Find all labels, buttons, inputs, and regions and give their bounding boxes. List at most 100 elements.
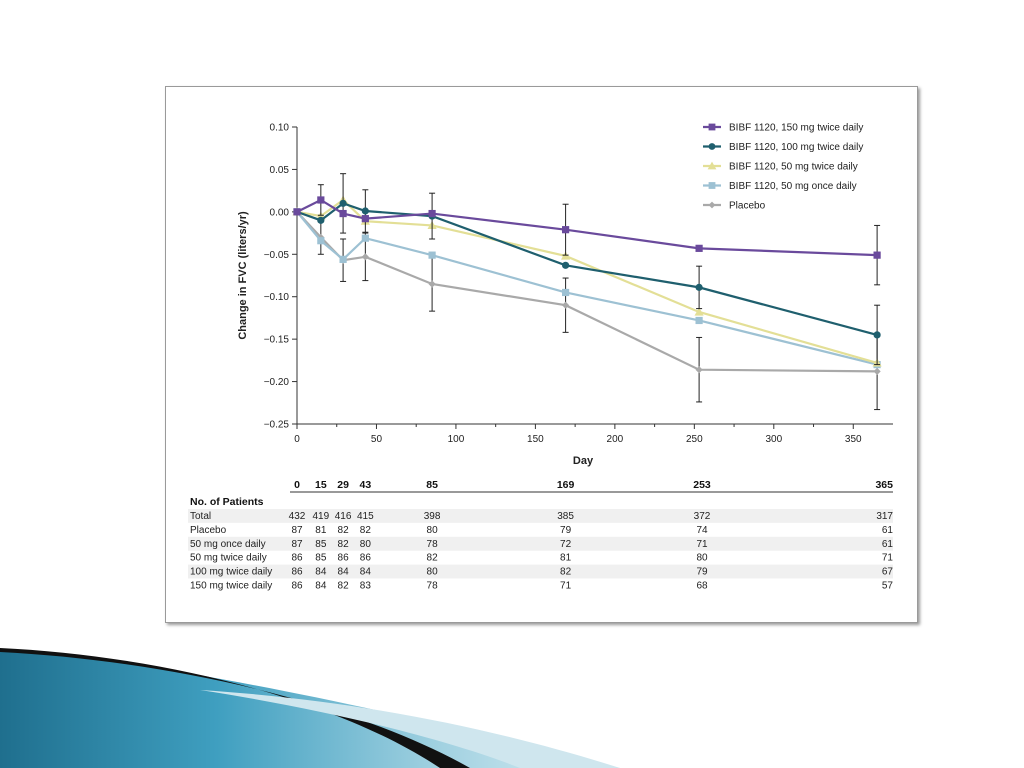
- data-point: [293, 208, 301, 216]
- table-cell: 57: [882, 581, 894, 592]
- fvc-chart: 0.10 0.05 0.00 −0.05 −0.10 −0.15 −0.20 −0.25 0 50…: [188, 123, 893, 592]
- table-row-label: 150 mg twice daily: [190, 581, 272, 592]
- table-row-label: Total: [190, 511, 211, 522]
- data-point: [561, 261, 570, 269]
- table-cell: 86: [291, 553, 303, 564]
- x-tick-label: 0: [294, 434, 300, 445]
- table-cell: 432: [289, 511, 306, 522]
- table-cell: 415: [357, 511, 374, 522]
- data-point: [361, 234, 369, 242]
- table-day-header: 29: [337, 479, 349, 491]
- series-line: [296, 198, 878, 364]
- data-point: [695, 283, 703, 291]
- table-cell: 84: [338, 567, 350, 578]
- table-cell: 85: [315, 539, 327, 550]
- data-point: [317, 196, 325, 204]
- table-cell: 82: [338, 539, 350, 550]
- table-cell: 85: [315, 553, 327, 564]
- table-cell: 82: [427, 553, 439, 564]
- data-point: [695, 366, 703, 374]
- legend-entry: Placebo: [729, 201, 766, 212]
- y-tick-label: 0.00: [270, 207, 290, 218]
- table-cell: 416: [335, 511, 352, 522]
- table-day-header: 15: [315, 479, 327, 491]
- table-cell: 71: [882, 553, 894, 564]
- figure-frame: 0.10 0.05 0.00 −0.05 −0.10 −0.15 −0.20 −0.25 0 50…: [165, 86, 918, 623]
- table-cell: 82: [338, 525, 350, 536]
- table-row-shade: [188, 564, 893, 579]
- x-tick-label: 250: [686, 434, 703, 445]
- series-line: [296, 211, 878, 366]
- data-point: [708, 182, 716, 189]
- table-day-header: 169: [557, 479, 575, 491]
- data-point: [317, 216, 325, 224]
- data-point: [873, 251, 881, 259]
- data-point: [695, 316, 703, 325]
- series-line: [296, 211, 878, 373]
- table-cell: 398: [424, 511, 441, 522]
- table-cell: 72: [560, 539, 572, 550]
- data-point: [428, 280, 436, 288]
- x-tick-label: 350: [845, 434, 862, 445]
- table-cell: 78: [427, 581, 439, 592]
- plot-area: 0.10 0.05 0.00 −0.05 −0.10 −0.15 −0.20 −0.25 0 50…: [237, 123, 893, 467]
- table-cell: 83: [360, 581, 372, 592]
- series-line: [296, 198, 878, 257]
- data-point: [561, 301, 570, 309]
- table-cell: 86: [338, 553, 350, 564]
- x-tick-label: 300: [765, 434, 782, 445]
- table-row-shade: [188, 536, 893, 551]
- data-point: [708, 143, 716, 150]
- table-cell: 79: [696, 567, 708, 578]
- data-point: [317, 237, 325, 245]
- table-cell: 74: [696, 525, 708, 536]
- table-cell: 78: [427, 539, 439, 550]
- table-cell: 87: [291, 525, 303, 536]
- y-axis-title: Change in FVC (liters/yr): [237, 211, 249, 340]
- table-row-label: 50 mg twice daily: [190, 553, 267, 564]
- table-cell: 87: [291, 539, 303, 550]
- y-tick-label: −0.20: [264, 377, 290, 388]
- y-tick-label: −0.05: [264, 250, 290, 261]
- data-point: [707, 161, 717, 170]
- x-tick-label: 200: [607, 434, 624, 445]
- data-point: [561, 288, 570, 297]
- legend-entry: BIBF 1120, 100 mg twice daily: [729, 142, 863, 153]
- legend: BIBF 1120, 150 mg twice daily BIBF 1120, …: [703, 123, 863, 212]
- table-cell: 317: [876, 511, 893, 522]
- table-cell: 68: [696, 581, 708, 592]
- data-point: [561, 226, 570, 234]
- table-cell: 80: [427, 525, 439, 536]
- table-cell: 372: [694, 511, 711, 522]
- legend-entry: BIBF 1120, 50 mg twice daily: [729, 162, 858, 173]
- data-point: [339, 199, 347, 207]
- y-tick-label: −0.10: [264, 292, 290, 303]
- table-cell: 80: [360, 539, 372, 550]
- table-row-label: 50 mg once daily: [190, 539, 266, 550]
- data-point: [708, 123, 716, 131]
- data-point: [361, 215, 369, 223]
- table-cell: 79: [560, 525, 572, 536]
- patients-table: 0 15 29 43 85 169 253 365 No. of Patients Total 43…: [188, 479, 893, 592]
- table-cell: 61: [882, 539, 894, 550]
- y-tick-label: −0.25: [264, 420, 290, 431]
- table-cell: 86: [360, 553, 372, 564]
- data-point: [695, 244, 703, 252]
- table-row-label: Placebo: [190, 525, 227, 536]
- legend-entry: BIBF 1120, 50 mg once daily: [729, 181, 857, 192]
- table-day-header: 0: [294, 479, 300, 491]
- table-row-label: 100 mg twice daily: [190, 567, 272, 578]
- x-tick-label: 150: [527, 434, 544, 445]
- data-point: [339, 209, 347, 218]
- data-point: [873, 367, 881, 375]
- table-cell: 84: [315, 581, 327, 592]
- swoosh-light-band: [200, 690, 620, 768]
- series: [293, 184, 881, 286]
- y-tick-label: 0.10: [270, 123, 290, 134]
- y-tick-label: −0.15: [264, 335, 290, 346]
- table-cell: 82: [360, 525, 372, 536]
- table-cell: 71: [696, 539, 708, 550]
- data-point: [428, 209, 436, 218]
- table-title: No. of Patients: [190, 496, 264, 508]
